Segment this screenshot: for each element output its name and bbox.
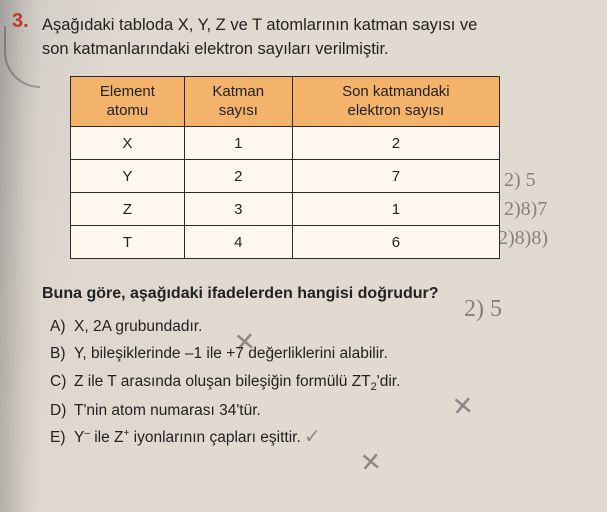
choice-a-text: X, 2A grubundadır.: [74, 318, 202, 335]
table-row: X 1 2: [71, 127, 500, 160]
cell: Z: [71, 193, 185, 226]
choice-b-letter: B): [50, 340, 74, 367]
col-layers: Katman sayısı: [184, 76, 292, 127]
table-row: Z 3 1: [71, 193, 500, 226]
choice-a: A)X, 2A grubundadır.: [50, 313, 583, 340]
col-layers-l2: sayısı: [219, 102, 258, 119]
answer-choices: A)X, 2A grubundadır. B)Y, bileşiklerinde…: [50, 313, 583, 451]
cell: 2: [184, 160, 292, 193]
cell: 6: [292, 226, 499, 259]
choice-e: E)Y– ile Z+ iyonlarının çapları eşittir.: [50, 424, 583, 451]
choice-b-text: Y, bileşiklerinde –1 ile +7 değerlikleri…: [74, 345, 388, 362]
col-element-l1: Element: [100, 83, 155, 100]
question-text-line2: son katmanlarındaki elektron sayıları ve…: [42, 40, 389, 58]
cell: 4: [184, 226, 292, 259]
col-layers-l1: Katman: [212, 83, 264, 100]
cell: 1: [292, 193, 499, 226]
cell: 3: [184, 193, 292, 226]
col-valence-l1: Son katmandaki: [342, 83, 450, 100]
cell: 2: [292, 127, 499, 160]
col-valence-l2: elektron sayısı: [348, 102, 445, 119]
question-text: Aşağıdaki tabloda X, Y, Z ve T atomların…: [42, 14, 583, 62]
choice-d: D)T'nin atom numarası 34'tür.: [50, 397, 583, 424]
table-row: Y 2 7: [71, 160, 500, 193]
choice-e-pre: Y: [74, 429, 84, 446]
cell: X: [71, 127, 185, 160]
choice-e-post: iyonlarının çapları eşittir.: [129, 429, 300, 446]
choice-d-letter: D): [50, 397, 74, 424]
cell: Y: [71, 160, 185, 193]
choice-a-letter: A): [50, 313, 74, 340]
pencil-x-choice-e: ✕: [359, 447, 383, 479]
question-text-line1: Aşağıdaki tabloda X, Y, Z ve T atomların…: [42, 16, 477, 34]
choice-b: B)Y, bileşiklerinde –1 ile +7 değerlikle…: [50, 340, 583, 367]
question-block: 3. Aşağıdaki tabloda X, Y, Z ve T atomla…: [0, 0, 607, 451]
cell: 1: [184, 127, 292, 160]
choice-c-pre: Z ile T arasında oluşan bileşiğin formül…: [74, 373, 371, 390]
choice-c-letter: C): [50, 368, 74, 395]
choice-d-text: T'nin atom numarası 34'tür.: [74, 402, 261, 419]
question-prompt: Buna göre, aşağıdaki ifadelerden hangisi…: [42, 285, 583, 303]
question-number: 3.: [12, 10, 29, 33]
cell: T: [71, 226, 185, 259]
elements-table: Element atomu Katman sayısı Son katmanda…: [70, 76, 500, 260]
table-row: T 4 6: [71, 226, 500, 259]
choice-e-mid: ile Z: [90, 429, 124, 446]
choice-e-letter: E): [50, 424, 74, 451]
col-valence: Son katmandaki elektron sayısı: [292, 76, 499, 127]
choice-c-post: 'dir.: [377, 373, 401, 390]
col-element: Element atomu: [71, 76, 185, 127]
cell: 7: [292, 160, 499, 193]
col-element-l2: atomu: [107, 102, 149, 119]
choice-c: C)Z ile T arasında oluşan bileşiğin form…: [50, 368, 583, 397]
data-table: Element atomu Katman sayısı Son katmanda…: [70, 76, 500, 260]
table-header-row: Element atomu Katman sayısı Son katmanda…: [71, 76, 500, 127]
